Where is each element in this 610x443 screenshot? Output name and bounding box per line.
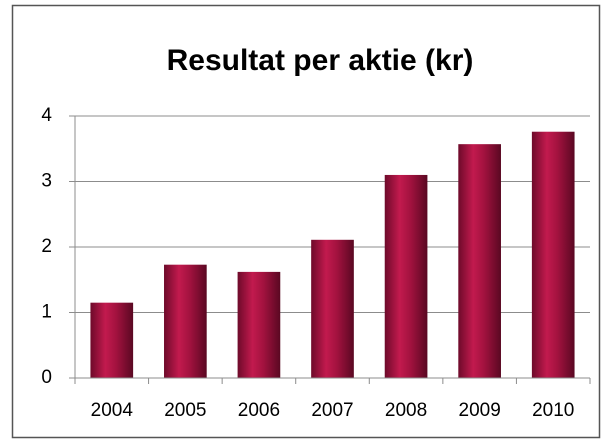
bar — [384, 174, 428, 378]
bar — [458, 144, 501, 378]
x-tick-label: 2008 — [385, 400, 427, 421]
y-tick-label: 1 — [41, 302, 52, 323]
x-tick-label: 2007 — [311, 400, 353, 421]
x-tick-label: 2005 — [164, 400, 206, 421]
bar — [311, 239, 354, 378]
bar — [237, 271, 281, 378]
y-tick-label: 3 — [41, 171, 52, 192]
bar — [531, 131, 575, 378]
bar — [164, 264, 207, 378]
chart-title: Resultat per aktie (kr) — [167, 44, 474, 77]
y-tick-label: 4 — [41, 105, 52, 126]
y-tick-label: 0 — [41, 367, 52, 388]
y-tick-label: 2 — [41, 236, 52, 257]
x-tick-label: 2006 — [238, 400, 280, 421]
x-tick-label: 2004 — [91, 400, 134, 421]
x-tick-label: 2010 — [532, 400, 574, 421]
bar — [90, 302, 134, 378]
x-tick-label: 2009 — [459, 400, 501, 421]
